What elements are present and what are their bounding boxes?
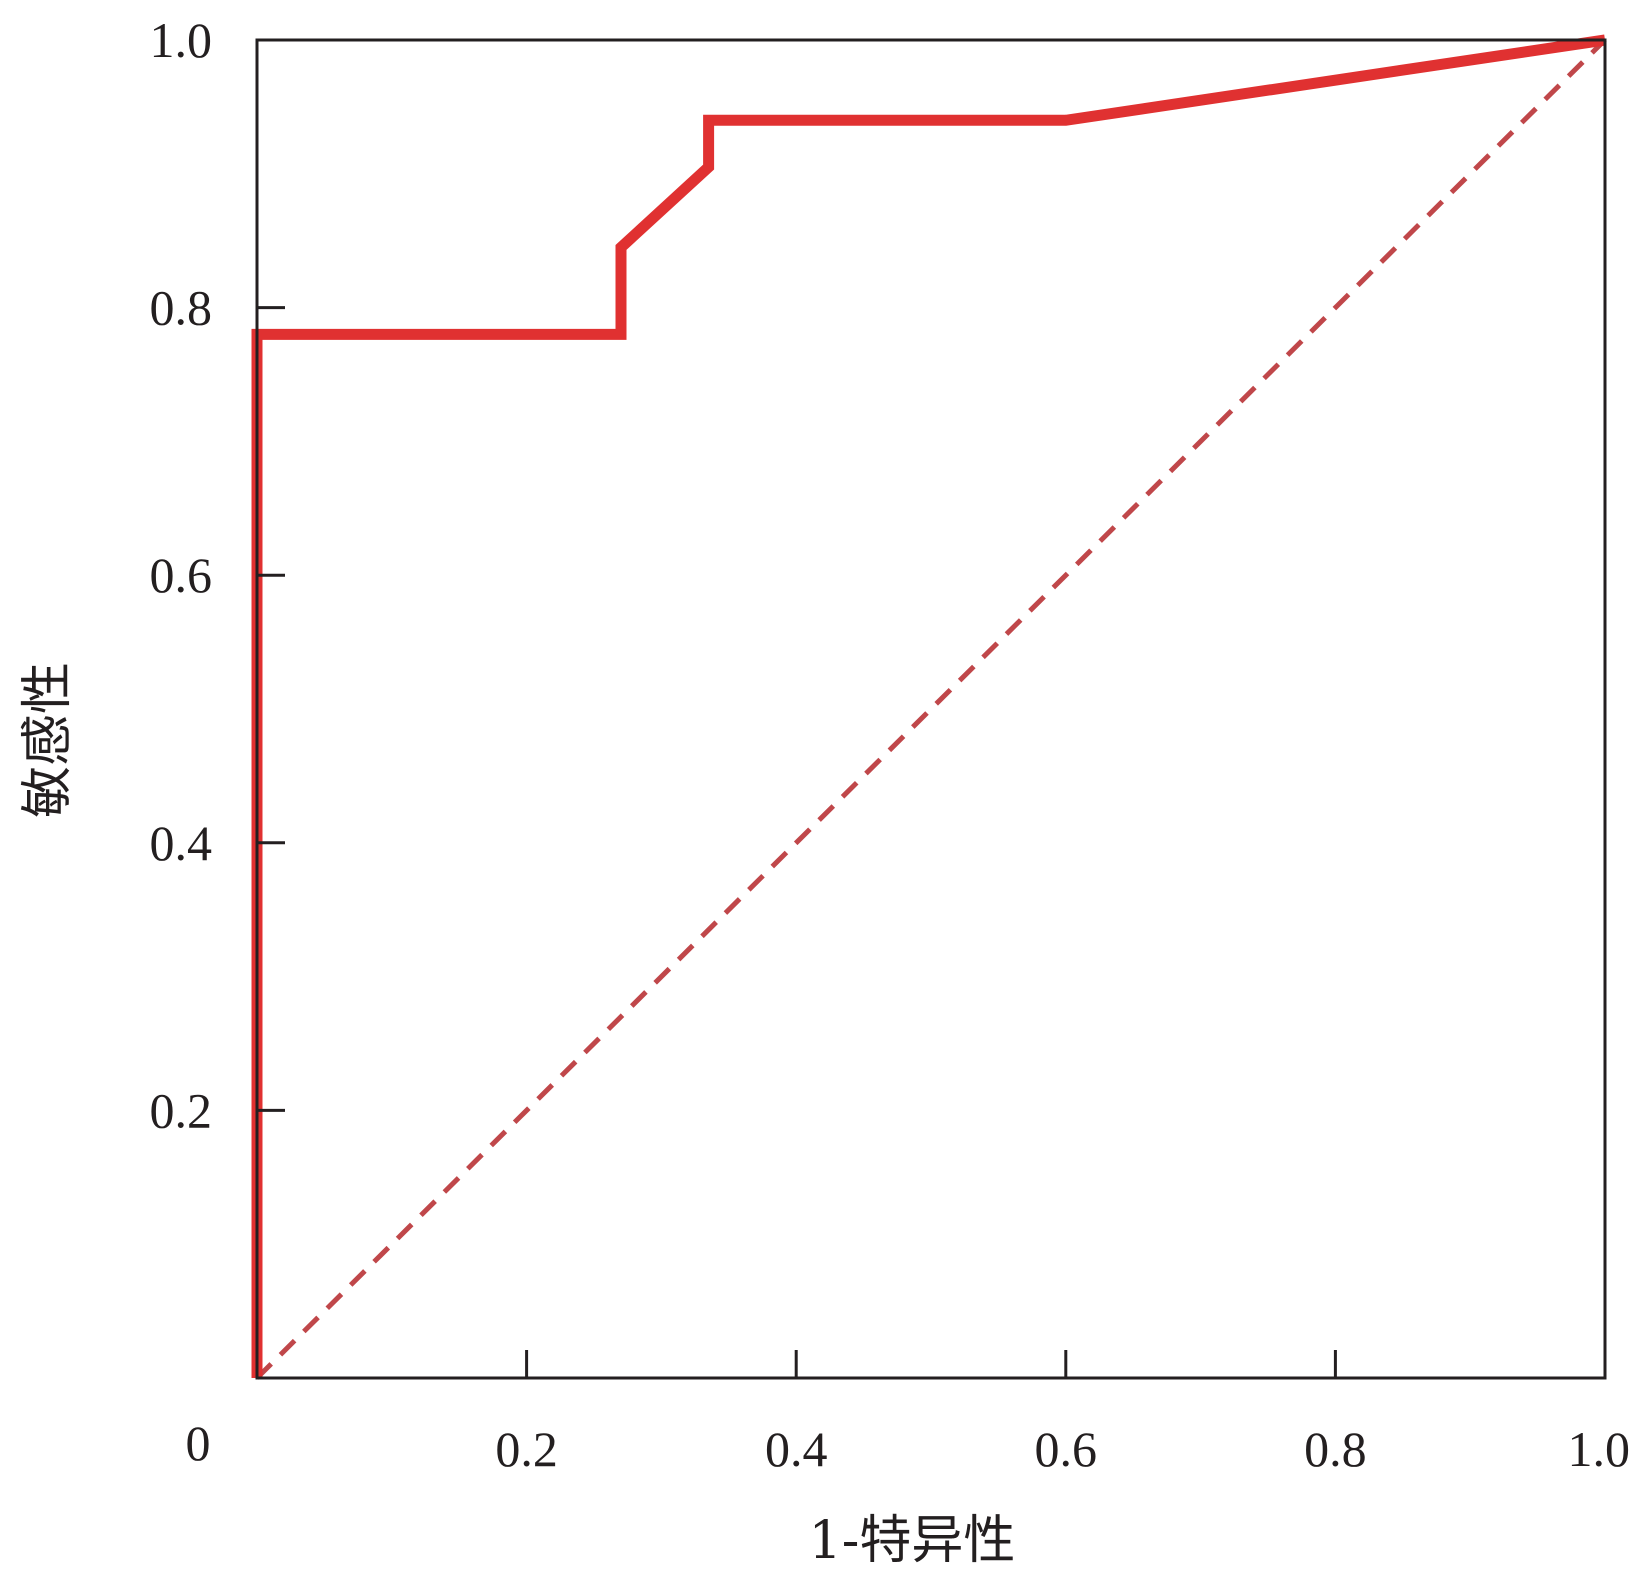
x-tick-label: 0.2 <box>495 1421 558 1477</box>
x-axis-title: 1-特异性 <box>809 1511 1016 1571</box>
plot-frame <box>255 38 1607 1380</box>
x-tick-label: 0.4 <box>765 1421 828 1477</box>
x-tick-label: 0.8 <box>1304 1421 1367 1477</box>
reference-diagonal-line <box>255 38 1607 1380</box>
y-tick-label: 0.6 <box>150 547 213 603</box>
y-axis-title: 敏感性 <box>18 662 78 818</box>
x-tick-label: 0.6 <box>1035 1421 1098 1477</box>
series-layer <box>251 34 1607 1380</box>
ticks-layer: 0.2 0.4 0.6 0.8 1.0 0 0.2 0.4 0.6 0.8 1.0 <box>150 12 1631 1477</box>
y-tick-label: 0.4 <box>150 815 213 871</box>
roc-curve-line <box>251 34 1606 1378</box>
x-tick-label: 1.0 <box>1568 1421 1631 1477</box>
x-tick-label: 0 <box>186 1415 211 1471</box>
y-tick-label: 0.2 <box>150 1082 213 1138</box>
y-tick-label: 0.8 <box>150 280 213 336</box>
y-tick-label: 1.0 <box>150 12 213 68</box>
